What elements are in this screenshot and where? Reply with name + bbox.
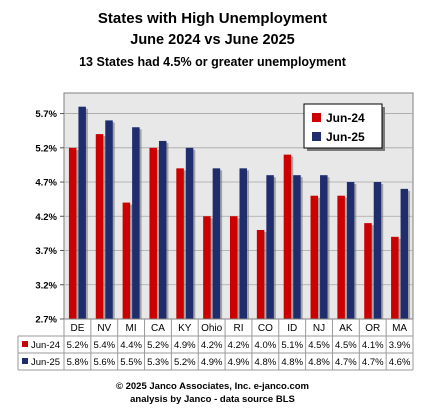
data-label: 5.3%	[147, 357, 169, 368]
category-label: MI	[126, 323, 137, 334]
data-label: 5.5%	[120, 357, 142, 368]
category-label: OR	[365, 323, 380, 334]
bar-jun-24	[283, 154, 292, 319]
table-swatch-jun-24	[22, 341, 28, 347]
data-label: 4.8%	[308, 357, 330, 368]
category-label: NJ	[313, 323, 325, 334]
y-tick-label: 5.7%	[35, 109, 57, 120]
copyright-footer: © 2025 Janco Associates, Inc. e-janco.co…	[115, 381, 310, 392]
category-label: MA	[392, 323, 407, 334]
bar-jun-25	[400, 188, 409, 319]
bar-jun-24	[203, 216, 211, 319]
bar-jun-25	[185, 147, 194, 319]
table-series-label: Jun-25	[31, 357, 60, 368]
bar-jun-24	[122, 202, 131, 319]
category-label: Ohio	[201, 323, 223, 334]
data-label: 4.7%	[335, 357, 357, 368]
data-label: 4.8%	[255, 357, 277, 368]
bar-jun-24	[310, 195, 319, 319]
y-tick-label: 3.2%	[35, 280, 57, 291]
table-swatch-jun-25	[22, 358, 28, 364]
data-label: 4.7%	[362, 357, 384, 368]
data-label: 4.9%	[201, 357, 223, 368]
y-tick-label: 5.2%	[35, 143, 57, 154]
y-tick-label: 4.2%	[35, 212, 57, 223]
bar-jun-24	[391, 236, 399, 319]
bar-jun-24	[95, 134, 104, 319]
bar-jun-25	[266, 175, 274, 319]
source-footer: analysis by Janco - data source BLS	[130, 394, 295, 405]
bar-jun-25	[239, 168, 247, 319]
category-label: AK	[339, 323, 353, 334]
data-label: 5.6%	[93, 357, 115, 368]
category-label: KY	[178, 323, 192, 334]
y-tick-label: 4.7%	[35, 178, 57, 189]
data-label: 4.5%	[335, 340, 357, 351]
bar-jun-25	[132, 127, 140, 319]
data-label: 5.2%	[67, 340, 89, 351]
data-label: 4.2%	[228, 340, 250, 351]
data-label: 5.8%	[67, 357, 89, 368]
bar-jun-24	[364, 223, 372, 319]
bar-jun-25	[212, 168, 221, 319]
data-label: 4.0%	[255, 340, 277, 351]
data-label: 4.9%	[174, 340, 196, 351]
chart-subtitle: June 2024 vs June 2025	[130, 32, 295, 48]
bar-jun-25	[346, 182, 355, 319]
bar-jun-25	[373, 182, 382, 319]
bar-jun-25	[320, 175, 328, 319]
legend-label-jun-25: Jun-25	[326, 130, 365, 144]
y-tick-label: 3.7%	[35, 246, 57, 257]
data-label: 4.8%	[281, 357, 303, 368]
data-label: 5.1%	[281, 340, 303, 351]
legend-swatch-jun-24	[312, 113, 321, 122]
bar-jun-24	[256, 229, 265, 319]
data-label: 3.9%	[389, 340, 411, 351]
table-series-label: Jun-24	[31, 340, 60, 351]
data-label: 4.9%	[228, 357, 250, 368]
data-label: 5.2%	[174, 357, 196, 368]
bar-jun-25	[293, 175, 301, 319]
bar-jun-24	[176, 168, 184, 319]
y-tick-label: 2.7%	[35, 315, 57, 326]
category-label: ID	[287, 323, 297, 334]
bar-jun-24	[149, 147, 157, 319]
category-label: CO	[258, 323, 273, 334]
category-label: RI	[234, 323, 244, 334]
bar-jun-25	[78, 106, 86, 320]
legend-swatch-jun-25	[312, 132, 321, 141]
category-label: DE	[70, 323, 84, 334]
category-label: CA	[151, 323, 165, 334]
data-label: 5.4%	[93, 340, 115, 351]
data-label: 4.4%	[120, 340, 142, 351]
chart-title: States with High Unemployment	[97, 10, 328, 27]
bar-jun-24	[68, 147, 77, 319]
data-label: 4.2%	[201, 340, 223, 351]
bar-jun-24	[337, 195, 345, 319]
bar-jun-24	[230, 216, 238, 319]
data-label: 4.1%	[362, 340, 384, 351]
legend-label-jun-24: Jun-24	[326, 111, 365, 125]
data-label: 4.5%	[308, 340, 330, 351]
bar-jun-25	[105, 120, 113, 319]
category-label: NV	[97, 323, 111, 334]
data-label: 5.2%	[147, 340, 169, 351]
bar-jun-25	[158, 140, 167, 319]
chart-subtitle-2: 13 States had 4.5% or greater unemployme…	[79, 55, 346, 69]
data-label: 4.6%	[389, 357, 411, 368]
